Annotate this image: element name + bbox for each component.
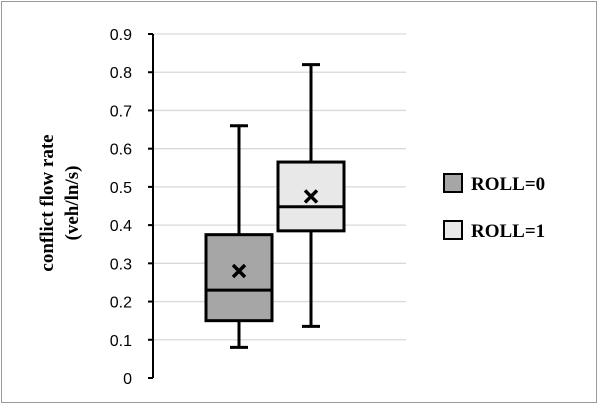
y-tick-label: 0.3: [110, 256, 132, 273]
y-tick-label: 0.4: [110, 218, 132, 235]
boxes: [204, 63, 346, 349]
box-roll-0: [204, 124, 274, 349]
legend-swatch: [443, 220, 463, 240]
y-tick-label: 0: [123, 371, 132, 388]
y-axis-label-line2: (veh/ln/s): [62, 166, 83, 241]
y-tick-label: 0.9: [110, 27, 132, 44]
box-roll-1: [276, 63, 346, 328]
y-tick-label: 0.2: [110, 295, 132, 312]
y-axis: 0 0.1 0.2 0.3 0.4 0.5 0.6 0.7 0.8 0.9: [110, 27, 154, 388]
y-tick-label: 0.7: [110, 103, 132, 120]
y-tick-label: 0.5: [110, 180, 132, 197]
iqr-box: [204, 233, 274, 323]
y-tick-label: 0.6: [110, 142, 132, 159]
y-tick-label: 0.8: [110, 65, 132, 82]
y-axis-label-line1: conflict flow rate: [37, 134, 58, 271]
y-axis-label: conflict flow rate (veh/ln/s): [37, 134, 83, 271]
legend-label: ROLL=1: [471, 221, 545, 242]
mean-marker: [303, 189, 319, 204]
legend-label: ROLL=0: [471, 174, 545, 195]
y-tick-label: 0.1: [110, 333, 132, 350]
legend: ROLL=0 ROLL=1: [443, 173, 545, 242]
mean-marker: [231, 263, 247, 279]
legend-swatch: [443, 173, 463, 193]
